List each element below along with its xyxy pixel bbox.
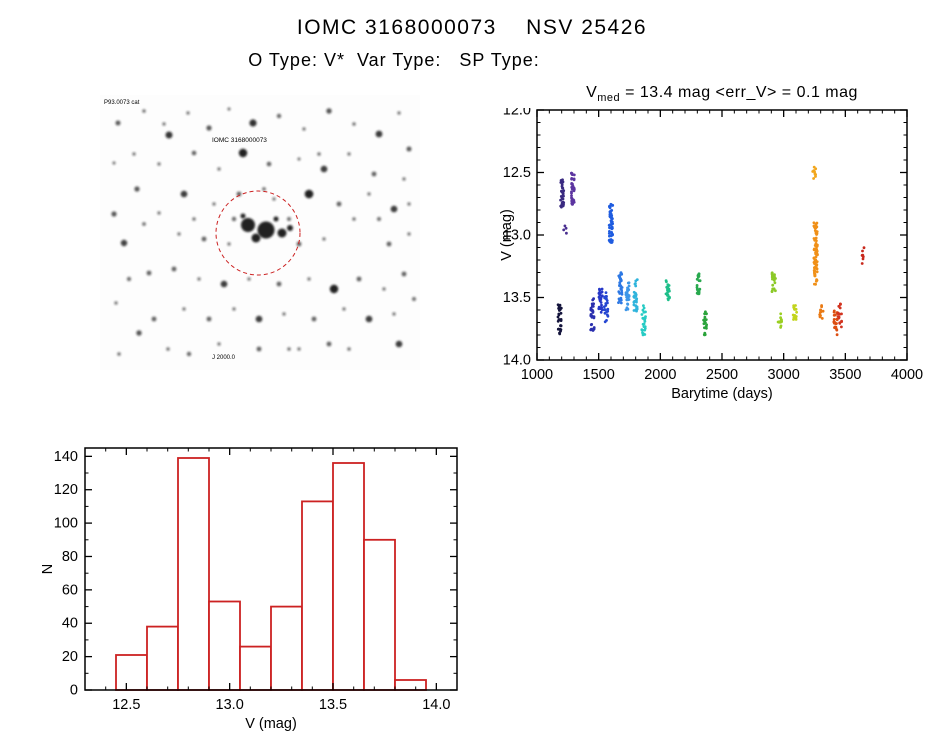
svg-text:14.0: 14.0 bbox=[503, 353, 531, 369]
starfield-annotation-center: IOMC 3168000073 bbox=[212, 137, 267, 144]
starfield-annotation-bottom: J 2000.0 bbox=[212, 355, 236, 361]
lightcurve-y-minor-ticks bbox=[537, 122, 907, 348]
central-star-cluster bbox=[240, 213, 293, 243]
lightcurve-plot: Vmed = 13.4 mag <err_V> = 0.1 mag 1000 15… bbox=[499, 84, 944, 408]
lightcurve-y-ticks: 12.0 12.5 13.0 13.5 14.0 bbox=[503, 103, 907, 369]
lightcurve-title-prefix: V bbox=[586, 84, 598, 101]
svg-text:14.0: 14.0 bbox=[422, 697, 450, 713]
histogram-x-minor-ticks bbox=[84, 448, 458, 690]
histogram-y-ticks: 0 20 40 60 80 100 120 140 bbox=[54, 449, 457, 699]
svg-text:2000: 2000 bbox=[644, 367, 676, 383]
svg-text:12.0: 12.0 bbox=[503, 108, 531, 119]
svg-text:13.0: 13.0 bbox=[216, 697, 244, 713]
histogram-ylabel: N bbox=[40, 564, 56, 574]
lightcurve-frame bbox=[536, 109, 908, 361]
lightcurve-x-ticks: 1000 1500 2000 2500 3000 3500 4000 bbox=[521, 110, 923, 383]
histogram-svg: 12.5 13.0 13.5 14.0 0 20 40 60 80 100 120 140 V (mag… bbox=[40, 447, 458, 732]
histogram-y-minor-ticks bbox=[85, 472, 457, 674]
histogram-x-ticks: 12.5 13.0 13.5 14.0 bbox=[112, 448, 450, 713]
lightcurve-title-rest: = 13.4 mag <err_V> = 0.1 mag bbox=[620, 84, 858, 101]
svg-text:100: 100 bbox=[54, 516, 78, 532]
lightcurve-points bbox=[556, 165, 866, 337]
histogram-bars bbox=[115, 457, 427, 691]
starfield-annotation-topleft: P93.0073 cat bbox=[104, 100, 140, 106]
svg-text:40: 40 bbox=[62, 616, 78, 632]
svg-text:13.5: 13.5 bbox=[503, 290, 531, 306]
svg-text:3000: 3000 bbox=[768, 367, 800, 383]
svg-text:1000: 1000 bbox=[521, 367, 553, 383]
lightcurve-title: Vmed = 13.4 mag <err_V> = 0.1 mag bbox=[500, 84, 944, 108]
svg-text:13.5: 13.5 bbox=[319, 697, 347, 713]
svg-text:140: 140 bbox=[54, 449, 78, 465]
lightcurve-title-sub: med bbox=[597, 92, 621, 105]
svg-text:13.0: 13.0 bbox=[503, 228, 531, 244]
svg-text:1500: 1500 bbox=[583, 367, 615, 383]
svg-text:60: 60 bbox=[62, 582, 78, 598]
page-subtitle: O Type: V* Var Type: SP Type: bbox=[248, 50, 540, 70]
svg-text:20: 20 bbox=[62, 649, 78, 665]
lightcurve-x-minor-ticks bbox=[548, 110, 896, 360]
svg-text:3500: 3500 bbox=[829, 367, 861, 383]
svg-text:80: 80 bbox=[62, 549, 78, 565]
svg-text:0: 0 bbox=[70, 683, 78, 699]
page-title: IOMC 3168000073 NSV 25426 bbox=[296, 16, 648, 39]
svg-text:4000: 4000 bbox=[891, 367, 923, 383]
lightcurve-xlabel: Barytime (days) bbox=[671, 386, 773, 402]
target-circle bbox=[215, 190, 301, 276]
svg-text:12.5: 12.5 bbox=[112, 697, 140, 713]
svg-text:2500: 2500 bbox=[706, 367, 738, 383]
starfield-svg: P93.0073 cat IOMC 3168000073 J 2000.0 bbox=[100, 95, 420, 370]
lightcurve-svg: 1000 1500 2000 2500 3000 3500 4000 12.0 12.5 13.0… bbox=[499, 103, 923, 403]
starfield-image: P93.0073 cat IOMC 3168000073 J 2000.0 bbox=[100, 95, 420, 370]
histogram-plot: 12.5 13.0 13.5 14.0 0 20 40 60 80 100 120 140 V (mag… bbox=[40, 432, 470, 740]
svg-text:120: 120 bbox=[54, 482, 78, 498]
svg-text:12.5: 12.5 bbox=[503, 165, 531, 181]
stars-group bbox=[111, 107, 416, 357]
lightcurve-canvas: 1000 1500 2000 2500 3000 3500 4000 12.0 12.5 13.0… bbox=[499, 103, 944, 408]
lightcurve-ylabel: V (mag) bbox=[500, 209, 515, 261]
histogram-xlabel: V (mag) bbox=[245, 716, 297, 732]
